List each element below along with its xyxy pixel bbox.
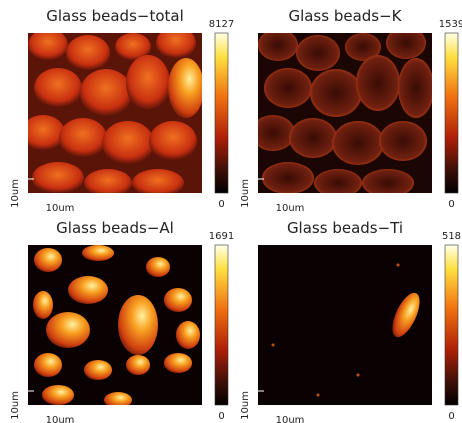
scale-label-y: 10um: [10, 179, 21, 208]
bead: [289, 118, 337, 158]
scale-label-x: 10um: [276, 415, 305, 423]
panel-title: Glass beads−total: [46, 7, 184, 25]
bead: [80, 69, 132, 117]
bead: [314, 169, 362, 197]
scale-label-y: 10um: [10, 391, 21, 420]
bead: [66, 35, 110, 71]
bead: [132, 169, 184, 197]
colorbar-max: 518: [442, 231, 461, 242]
speck: [357, 374, 360, 377]
panel: Glass beads−Ti 10um 10um 518 0: [240, 219, 461, 423]
bead: [356, 55, 400, 111]
bead: [362, 169, 414, 197]
bead: [262, 162, 314, 194]
bead: [386, 27, 426, 59]
bead: [84, 360, 112, 380]
bead: [84, 169, 132, 197]
panel: Glass beads−Al 10um 10um 1691 0: [10, 219, 234, 423]
panel-title: Glass beads−Ti: [287, 219, 403, 237]
scale-label-y: 10um: [240, 391, 251, 420]
bead: [164, 288, 192, 312]
bead: [32, 162, 84, 194]
colorbar-max: 1539: [439, 19, 462, 30]
colorbar-min: 0: [448, 411, 454, 422]
colorbar-max: 8127: [209, 19, 234, 30]
bead: [168, 58, 204, 118]
colorbar: [215, 245, 228, 405]
bead: [104, 392, 132, 408]
scale-label-x: 10um: [46, 203, 75, 214]
colorbar-max: 1691: [209, 231, 234, 242]
bead: [21, 115, 65, 151]
bead: [332, 121, 384, 165]
bead: [251, 115, 295, 151]
colorbar: [215, 33, 228, 193]
bead: [33, 291, 53, 319]
bead: [34, 248, 62, 272]
bead: [258, 29, 298, 61]
colorbar-min: 0: [218, 411, 224, 422]
bead: [68, 276, 108, 304]
bead: [156, 27, 196, 59]
panel-title: Glass beads−Al: [56, 219, 174, 237]
panel-title: Glass beads−K: [288, 7, 402, 25]
speck: [317, 394, 320, 397]
colorbar-min: 0: [448, 199, 454, 210]
speck: [272, 344, 275, 347]
bead: [34, 68, 82, 108]
bead: [176, 321, 200, 349]
bead: [126, 55, 170, 111]
bead: [164, 353, 192, 373]
bead: [102, 121, 154, 165]
bead: [34, 353, 62, 377]
panel: Glass beads−total 10um 10um 8127 0: [10, 7, 234, 214]
scale-label-x: 10um: [276, 203, 305, 214]
scale-label-x: 10um: [46, 415, 75, 423]
bead: [46, 312, 90, 348]
bead: [42, 385, 74, 405]
bead: [264, 68, 312, 108]
speck: [397, 264, 400, 267]
scale-label-y: 10um: [240, 179, 251, 208]
bead: [296, 35, 340, 71]
colorbar-min: 0: [218, 199, 224, 210]
colorbar: [445, 245, 458, 405]
colorbar: [445, 33, 458, 193]
bead: [82, 245, 114, 261]
bead: [310, 69, 362, 117]
panel: Glass beads−K 10um 10um 1539 0: [240, 7, 462, 214]
bead: [149, 121, 197, 161]
figure: Glass beads−total10um10um81270Glass bead…: [0, 0, 462, 423]
bead: [28, 29, 68, 61]
bead: [146, 257, 170, 277]
bead: [379, 121, 427, 161]
bead: [118, 295, 158, 355]
bead: [398, 58, 434, 118]
bead: [126, 355, 150, 375]
bead: [59, 118, 107, 158]
